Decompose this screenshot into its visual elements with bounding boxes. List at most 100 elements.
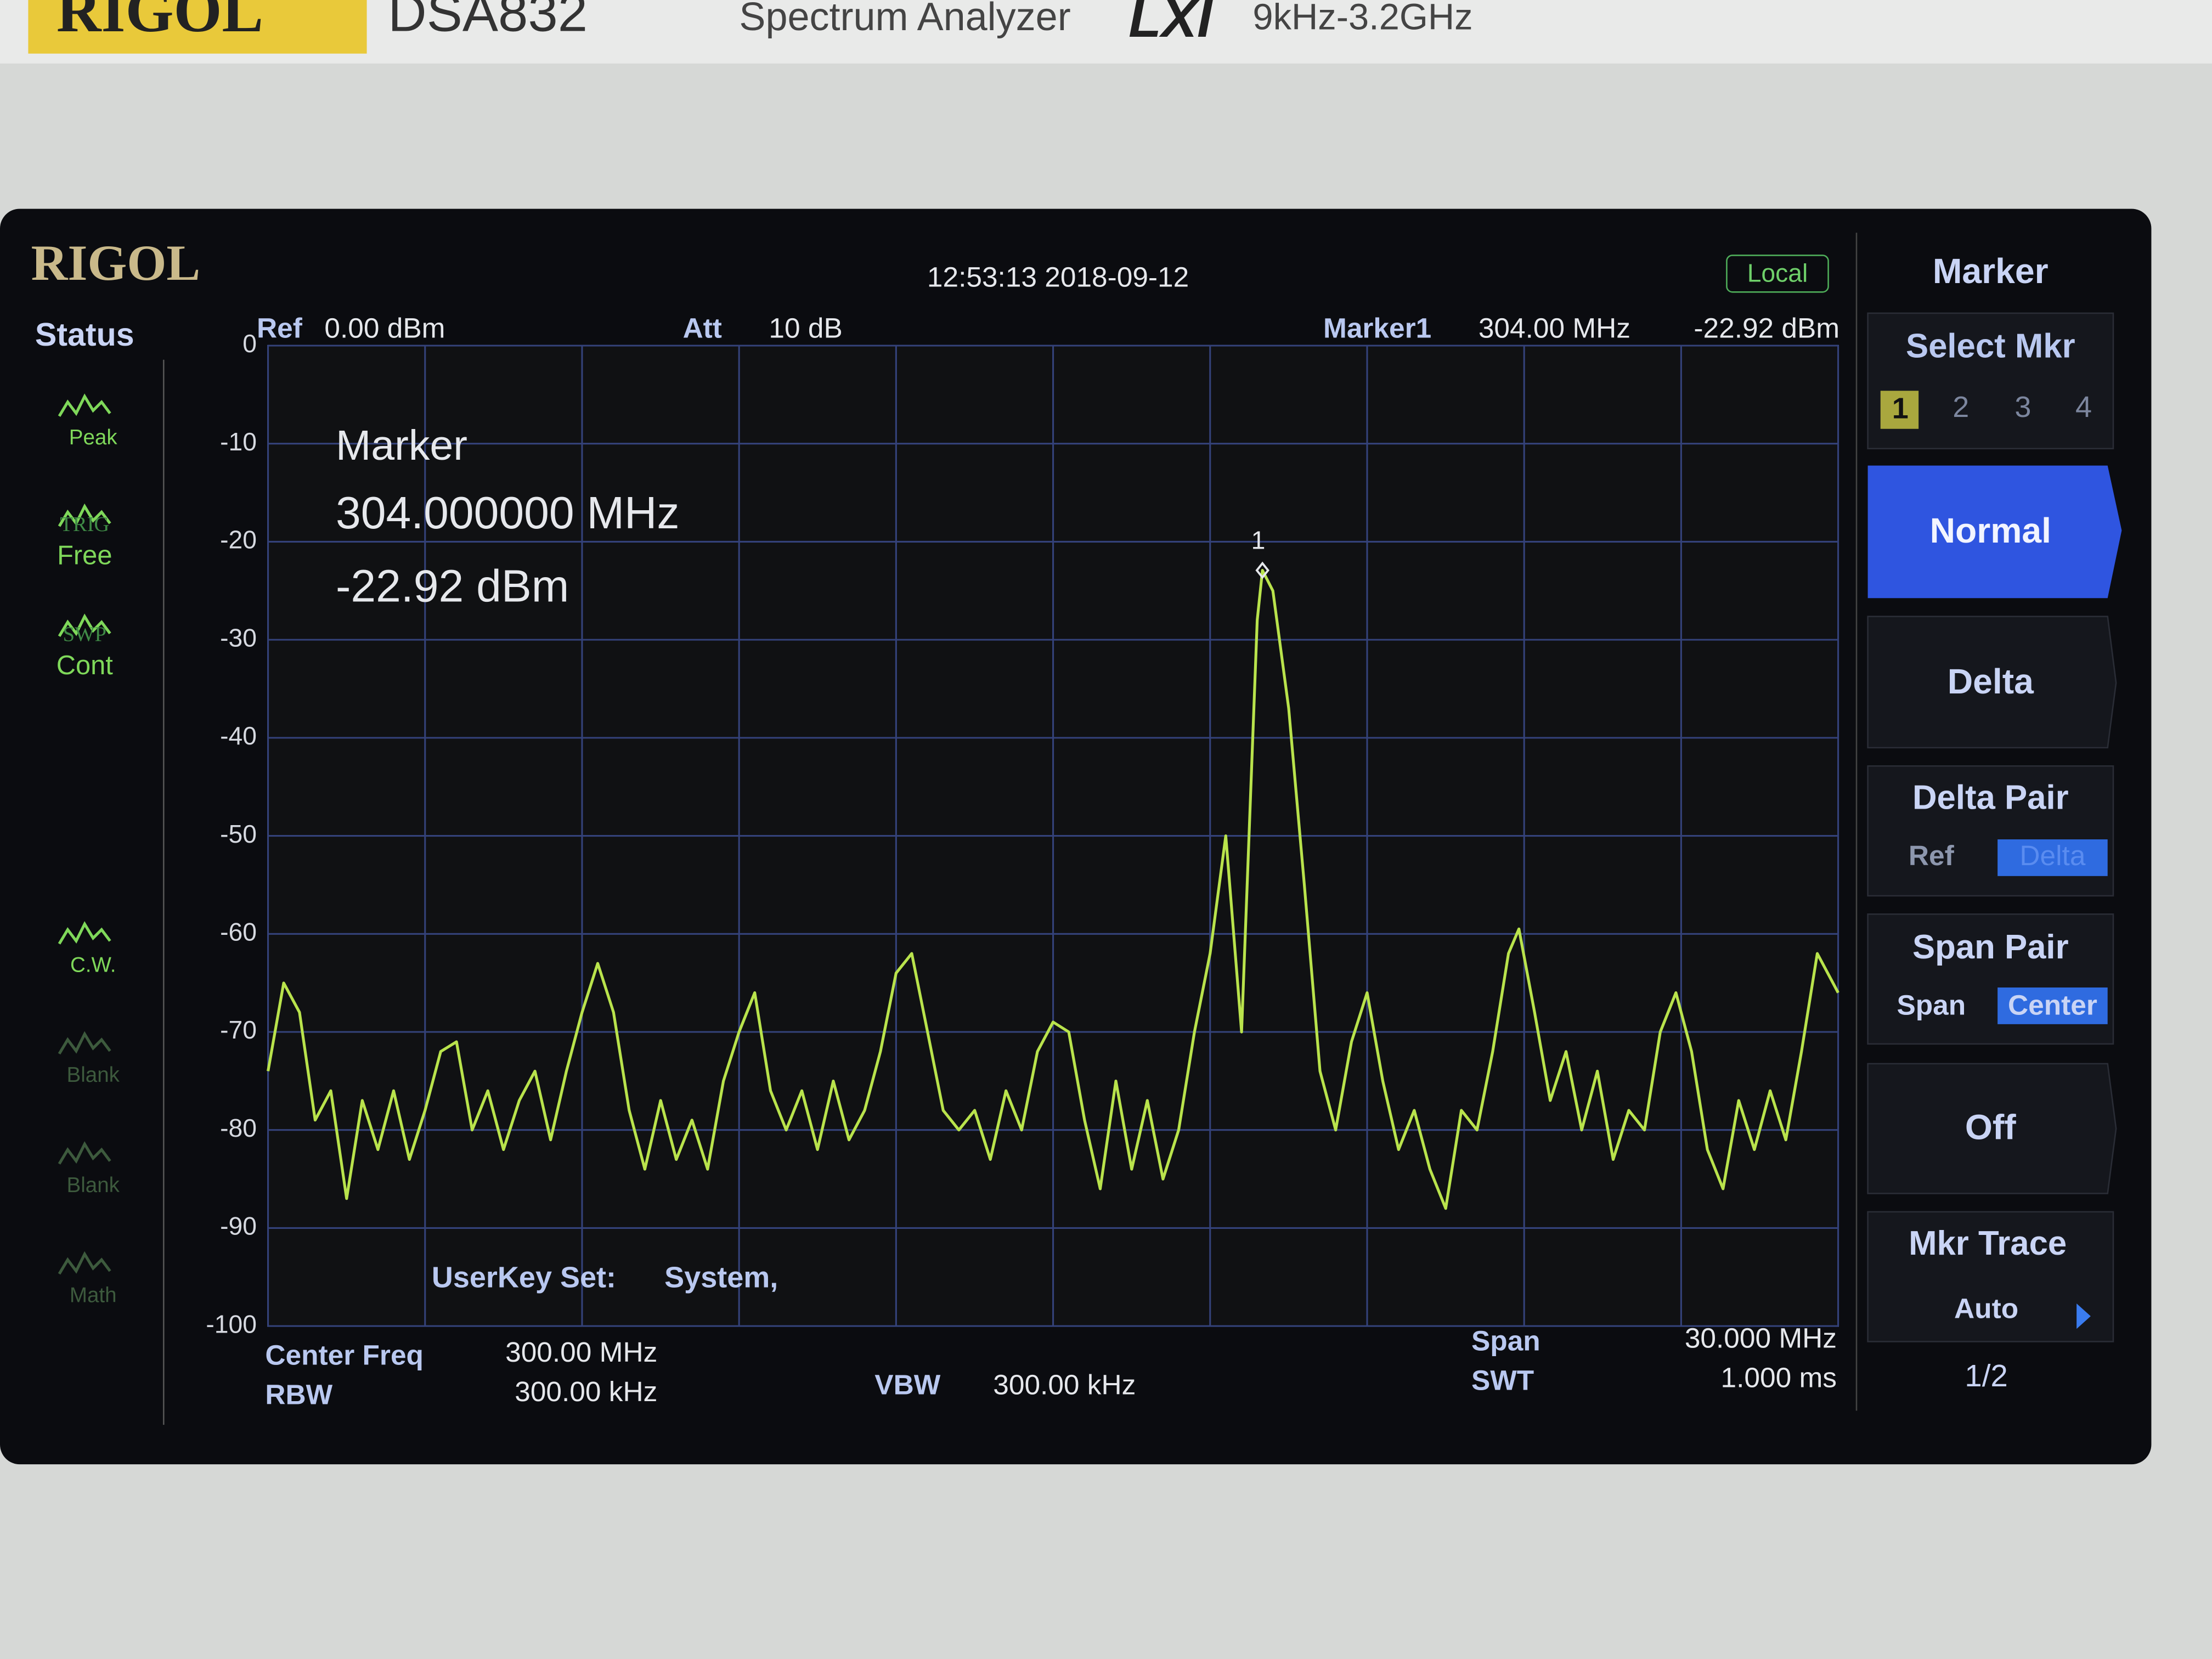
swt-value: 1.000 ms <box>1721 1361 1837 1393</box>
brand: RIGOL <box>57 0 263 45</box>
plot: 0 -10 -20 -30 -40 -50 -60 -70 -80 -90 -100 1 <box>206 329 1839 1338</box>
status-bottom: C.W. <box>70 953 116 977</box>
status-items: Peak TRIG Free SWP Cont C.W. Blank Blank Math <box>57 393 120 1307</box>
y-tick-label: -30 <box>220 623 257 652</box>
y-tick-label: -80 <box>220 1114 257 1142</box>
status-icon <box>58 613 111 637</box>
ref-value: 0.00 dBm <box>324 312 445 343</box>
att-label: Att <box>683 312 722 343</box>
option[interactable]: Ref <box>1909 839 1955 871</box>
selected-marker <box>1880 391 1919 429</box>
option[interactable]: Center <box>2008 989 2097 1021</box>
att-value: 10 dB <box>769 312 842 343</box>
span-label: Span <box>1471 1325 1541 1357</box>
freq-range: 9kHz-3.2GHz <box>1252 0 1472 38</box>
page[interactable]: 1/2 <box>1965 1358 2008 1393</box>
y-tick-label: -70 <box>220 1015 257 1044</box>
span-value: 30.000 MHz <box>1685 1322 1837 1353</box>
delta-pair-label: Delta Pair <box>1912 778 2069 816</box>
top-strip <box>0 0 2212 64</box>
marker-option[interactable]: 2 <box>1953 391 1969 424</box>
arrow <box>2076 1304 2091 1329</box>
status-top: TRIG <box>60 513 109 536</box>
status-icon <box>58 503 111 527</box>
off-button[interactable]: Off <box>1867 1063 2117 1194</box>
marker-option[interactable]: 4 <box>2075 391 2092 424</box>
marker-box-level: -22.92 dBm <box>336 562 569 612</box>
swt-label: SWT <box>1471 1364 1534 1396</box>
brand-plate <box>28 0 367 54</box>
marker-level: -22.92 dBm <box>1694 312 1839 343</box>
status-bottom: Blank <box>66 1063 120 1087</box>
local: Local <box>1747 259 1808 287</box>
trace <box>267 569 1839 1210</box>
lxi: LXI <box>1128 0 1213 48</box>
softkey[interactable] <box>1867 1063 2117 1194</box>
off[interactable]: Off <box>1965 1108 2016 1147</box>
model: DSA832 <box>388 0 588 43</box>
softkey[interactable] <box>1867 616 2117 749</box>
status-top: SWP <box>63 623 106 646</box>
option[interactable]: Delta <box>2019 839 2085 871</box>
y-tick-label: -50 <box>220 820 257 848</box>
mkr-trace[interactable]: Mkr Trace Auto <box>1867 1211 2114 1342</box>
status-bottom: Cont <box>57 651 114 680</box>
screen-logo: RIGOL <box>31 235 201 291</box>
marker-point <box>1255 561 1269 579</box>
status-bottom: Free <box>57 541 112 571</box>
description: Spectrum Analyzer <box>739 0 1070 39</box>
select-mkr-label: Select Mkr <box>1906 327 2075 365</box>
selected-option <box>1997 839 2108 876</box>
ref-label: Ref <box>257 312 303 343</box>
delta[interactable]: Delta <box>1948 662 2034 701</box>
softkey[interactable] <box>1867 1211 2114 1342</box>
userkey-label: UserKey Set: <box>432 1261 616 1294</box>
rbw-label: RBW <box>265 1378 332 1410</box>
y-tick-label: -10 <box>220 427 257 456</box>
select-mkr[interactable]: Select Mkr 1 2 3 4 <box>1867 312 2114 450</box>
normal-button[interactable]: Normal <box>1867 465 2122 599</box>
status-icon <box>58 921 111 945</box>
center-value: 300.00 MHz <box>505 1336 657 1368</box>
marker-freq: 304.00 MHz <box>1479 312 1630 343</box>
y-tick-label: -60 <box>220 918 257 946</box>
selected-option <box>1997 988 2108 1024</box>
marker-label: Marker1 <box>1323 312 1431 343</box>
y-tick-label: -20 <box>220 526 257 554</box>
status-icon <box>58 1031 111 1055</box>
vbw-value: 300.00 kHz <box>993 1368 1136 1400</box>
marker-label: 1 <box>1251 526 1266 554</box>
status-bottom: Math <box>70 1283 117 1307</box>
y-tick-label: -100 <box>206 1310 257 1338</box>
userkey-value: System, <box>664 1261 778 1294</box>
status-title: Status <box>35 316 134 353</box>
delta-button[interactable]: Delta <box>1867 616 2117 749</box>
marker-box-title: Marker <box>336 422 467 469</box>
mkr-trace-label: Mkr Trace <box>1909 1224 2067 1262</box>
delta-pair[interactable]: Delta Pair Ref Delta <box>1867 765 2114 897</box>
softkey[interactable] <box>1867 465 2122 599</box>
status-bottom: Peak <box>69 426 118 449</box>
mkr-trace-value[interactable]: Auto <box>1954 1292 2018 1324</box>
normal[interactable]: Normal <box>1930 511 2051 550</box>
option[interactable]: Span <box>1897 989 1966 1021</box>
local-badge <box>1726 255 1829 293</box>
vbw-label: VBW <box>874 1368 940 1400</box>
clock: 12:53:13 2018-09-12 <box>927 261 1189 293</box>
menu-title: Marker <box>1933 251 2049 291</box>
status-icon <box>58 1141 111 1165</box>
status-icon <box>58 1251 111 1275</box>
y-tick-label: 0 <box>242 329 257 358</box>
y-tick-label: -40 <box>220 721 257 750</box>
center-label: Center Freq <box>265 1339 424 1370</box>
status-bottom: Blank <box>66 1173 120 1197</box>
status-icon <box>58 393 111 417</box>
y-tick-label: -90 <box>220 1212 257 1240</box>
rbw-value: 300.00 kHz <box>515 1375 657 1407</box>
span-pair-label: Span Pair <box>1912 928 2069 966</box>
marker-option[interactable]: 3 <box>2015 391 2031 424</box>
marker-box-freq: 304.000000 MHz <box>336 488 680 538</box>
span-pair[interactable]: Span Pair Span Center <box>1867 913 2114 1045</box>
marker-option[interactable]: 1 <box>1892 392 1909 425</box>
